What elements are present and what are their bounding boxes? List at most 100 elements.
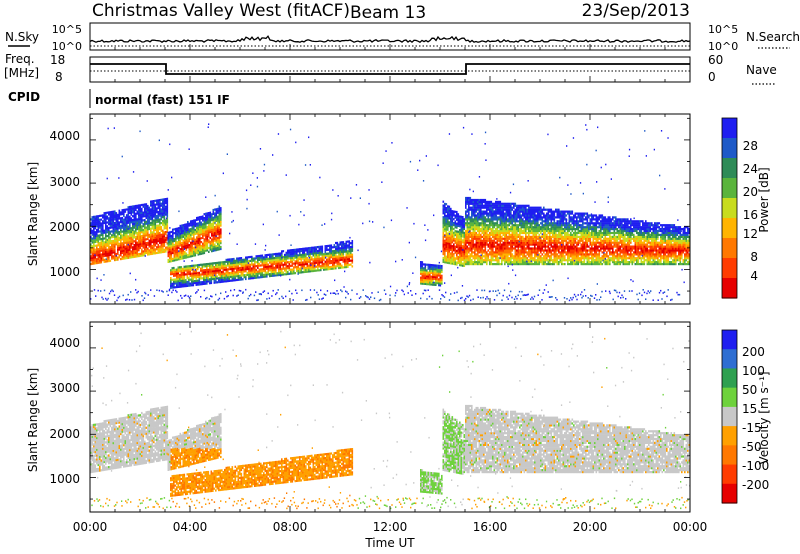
power-cell-3219 <box>430 275 433 278</box>
power-cell-4183 <box>489 218 491 221</box>
power-cell-3662 <box>463 255 466 258</box>
power-cell-2287 <box>237 272 240 276</box>
power-cell-1058 <box>157 203 160 206</box>
power-cell-974 <box>153 227 155 230</box>
power-cell-818 <box>144 252 146 255</box>
power-cell-3338 <box>444 235 446 238</box>
power-cell-602 <box>129 207 131 211</box>
power-cell-2549 <box>275 268 277 271</box>
power-cell-715 <box>136 222 139 225</box>
power-cell-921 <box>150 231 152 234</box>
power-cell-3839 <box>472 251 475 254</box>
power-cell-544 <box>126 227 128 230</box>
power-cell-4622 <box>511 222 514 225</box>
power-cell-305 <box>109 211 112 214</box>
power-cell-4226 <box>492 255 494 258</box>
power-cell-4049 <box>481 202 484 205</box>
power-cell-1663 <box>208 241 210 244</box>
power-cell-2114 <box>213 281 216 284</box>
power-cell-3700 <box>465 222 467 225</box>
power-cell-2189 <box>224 274 226 277</box>
power-cell-1891 <box>179 285 181 288</box>
power-cell-4752 <box>519 243 521 246</box>
power-cell-92 <box>96 250 98 253</box>
power-cell-577 <box>127 206 130 209</box>
power-cell-2037 <box>201 277 204 280</box>
power-cell-689 <box>135 226 137 229</box>
power-cell-4780 <box>520 245 523 248</box>
power-cell-1567 <box>199 220 201 223</box>
power-cell-3621 <box>460 239 463 242</box>
power-cell-2201 <box>225 270 228 273</box>
power-cell-20 <box>91 258 94 261</box>
power-cell-3962 <box>478 257 481 260</box>
power-cell-3462 <box>450 213 452 216</box>
power-cell-3731 <box>466 224 469 227</box>
power-cell-1631 <box>205 232 207 235</box>
power-cell-4015 <box>480 208 482 211</box>
power-cell-371 <box>114 218 116 221</box>
power-cell-2446 <box>260 258 262 261</box>
power-cell-3760 <box>468 226 470 229</box>
power-cell-2291 <box>237 265 240 268</box>
power-cell-2671 <box>291 260 294 263</box>
power-cell-3577 <box>457 222 460 226</box>
power-cell-1236 <box>170 260 173 263</box>
power-cell-1092 <box>160 239 163 242</box>
power-cell-970 <box>153 235 155 238</box>
power-cell-1151 <box>163 213 166 216</box>
power-cell-988 <box>154 252 157 255</box>
power-cell-3130 <box>351 261 354 264</box>
power-cell-134 <box>99 257 101 260</box>
power-cell-4380 <box>499 229 502 233</box>
power-cell-2941 <box>327 268 330 271</box>
power-cell-4069 <box>483 222 485 225</box>
power-cell-1015 <box>156 246 158 249</box>
power-cell-3208 <box>429 275 431 278</box>
power-cell-3917 <box>475 218 478 221</box>
power-cell-4019 <box>480 200 482 203</box>
power-cell-1626 <box>205 241 207 244</box>
power-cell-3821 <box>471 226 473 229</box>
power-cell-4065 <box>483 229 485 233</box>
power-cell-3544 <box>456 244 458 247</box>
power-cell-43 <box>93 256 95 259</box>
power-cell-306 <box>111 257 113 260</box>
power-cell-4538 <box>507 214 509 217</box>
power-cell-1935 <box>185 281 187 284</box>
power-cell-2432 <box>258 270 261 273</box>
power-cell-2158 <box>219 273 222 276</box>
power-cell-293 <box>109 238 112 241</box>
power-cell-1034 <box>156 201 158 204</box>
power-cell-822 <box>144 244 146 247</box>
power-cell-4847 <box>523 222 526 225</box>
power-cell-4145 <box>487 243 490 246</box>
power-cell-1915 <box>182 279 184 282</box>
power-cell-1564 <box>199 225 201 228</box>
power-cell-2502 <box>269 275 271 278</box>
power-cell-1765 <box>215 223 218 226</box>
power-cell-3753 <box>468 239 470 242</box>
power-cell-3659 <box>463 261 466 264</box>
power-cell-3597 <box>459 236 461 239</box>
power-cell-266 <box>108 250 110 253</box>
power-cell-1096 <box>160 229 163 232</box>
power-cell-3457 <box>450 223 452 226</box>
power-cell-4697 <box>516 241 518 244</box>
power-cell-1532 <box>197 251 200 254</box>
power-cell-4391 <box>499 208 502 211</box>
power-cell-909 <box>148 206 151 209</box>
power-cell-2856 <box>315 257 318 261</box>
power-cell-3248 <box>435 280 437 283</box>
power-cell-4494 <box>505 243 508 246</box>
power-cell-172 <box>100 218 103 221</box>
power-cell-1324 <box>178 233 180 236</box>
power-cell-4609 <box>511 247 514 250</box>
power-cell-4435 <box>502 241 505 244</box>
power-cell-468 <box>121 238 124 241</box>
power-cell-3472 <box>451 250 454 254</box>
power-cell-161 <box>100 243 103 246</box>
power-cell-1085 <box>159 199 161 202</box>
power-cell-1892 <box>179 283 181 286</box>
power-cell-1574 <box>200 244 203 248</box>
